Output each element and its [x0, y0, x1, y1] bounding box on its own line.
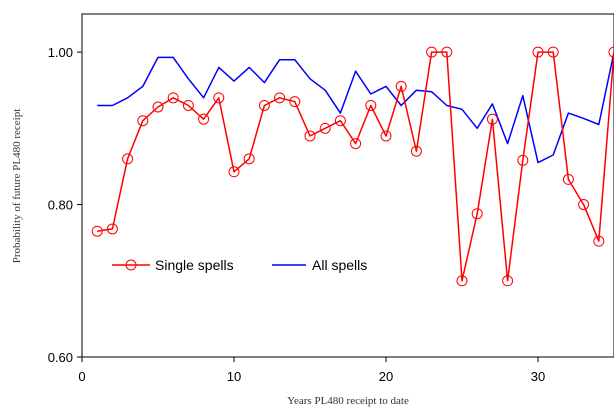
y-tick-label: 0.60	[48, 350, 73, 365]
data-point-single-spells	[517, 154, 529, 166]
data-point-single-spells	[395, 80, 407, 92]
x-tick-label: 30	[531, 369, 545, 384]
legend-label-all-spells: All spells	[312, 257, 367, 273]
y-axis-title: Probability of future PL480 receipt	[11, 109, 23, 264]
data-point-single-spells	[593, 235, 605, 247]
data-point-single-spells	[456, 275, 468, 287]
data-point-single-spells	[486, 113, 498, 125]
data-point-single-spells	[213, 92, 225, 104]
series-line-single-spells	[97, 51, 614, 282]
legend-label-single-spells: Single spells	[155, 257, 234, 273]
data-point-single-spells	[547, 46, 559, 58]
data-point-single-spells	[304, 130, 316, 142]
data-point-single-spells	[334, 115, 346, 127]
data-point-single-spells	[122, 153, 134, 165]
data-point-single-spells	[106, 223, 118, 235]
data-point-single-spells	[441, 46, 453, 58]
data-point-single-spells	[471, 208, 483, 220]
data-point-single-spells	[502, 275, 514, 287]
x-tick-label: 10	[227, 369, 241, 384]
series-layer	[91, 46, 614, 287]
data-point-single-spells	[243, 153, 255, 165]
data-point-single-spells	[274, 92, 286, 104]
data-point-single-spells	[410, 145, 422, 157]
data-point-single-spells	[289, 96, 301, 108]
data-point-single-spells	[152, 101, 164, 113]
data-point-single-spells	[608, 46, 614, 58]
data-point-single-spells	[198, 113, 210, 125]
x-axis-title: Years PL480 receipt to date	[287, 395, 409, 407]
data-point-single-spells	[380, 130, 392, 142]
data-point-single-spells	[137, 115, 149, 127]
data-point-single-spells	[532, 46, 544, 58]
data-point-single-spells	[182, 99, 194, 111]
legend: Single spells All spells	[112, 257, 367, 273]
series-line-all-spells	[97, 51, 614, 164]
data-point-single-spells	[350, 138, 362, 150]
data-point-single-spells	[578, 199, 590, 211]
y-tick-label: 1.00	[48, 45, 73, 60]
data-point-single-spells	[562, 173, 574, 185]
legend-marker-single-spells	[125, 259, 137, 271]
data-point-single-spells	[319, 122, 331, 134]
plot-frame	[81, 13, 614, 358]
data-point-single-spells	[365, 99, 377, 111]
data-point-single-spells	[91, 225, 103, 237]
data-point-single-spells	[228, 166, 240, 178]
axis-ticks: 0 10 20 30 0.60 0.80 1.00	[48, 45, 546, 384]
x-tick-label: 20	[379, 369, 393, 384]
x-tick-label: 0	[78, 369, 85, 384]
data-point-single-spells	[167, 92, 179, 104]
y-tick-label: 0.80	[48, 198, 73, 213]
data-point-single-spells	[258, 99, 270, 111]
data-point-single-spells	[426, 46, 438, 58]
